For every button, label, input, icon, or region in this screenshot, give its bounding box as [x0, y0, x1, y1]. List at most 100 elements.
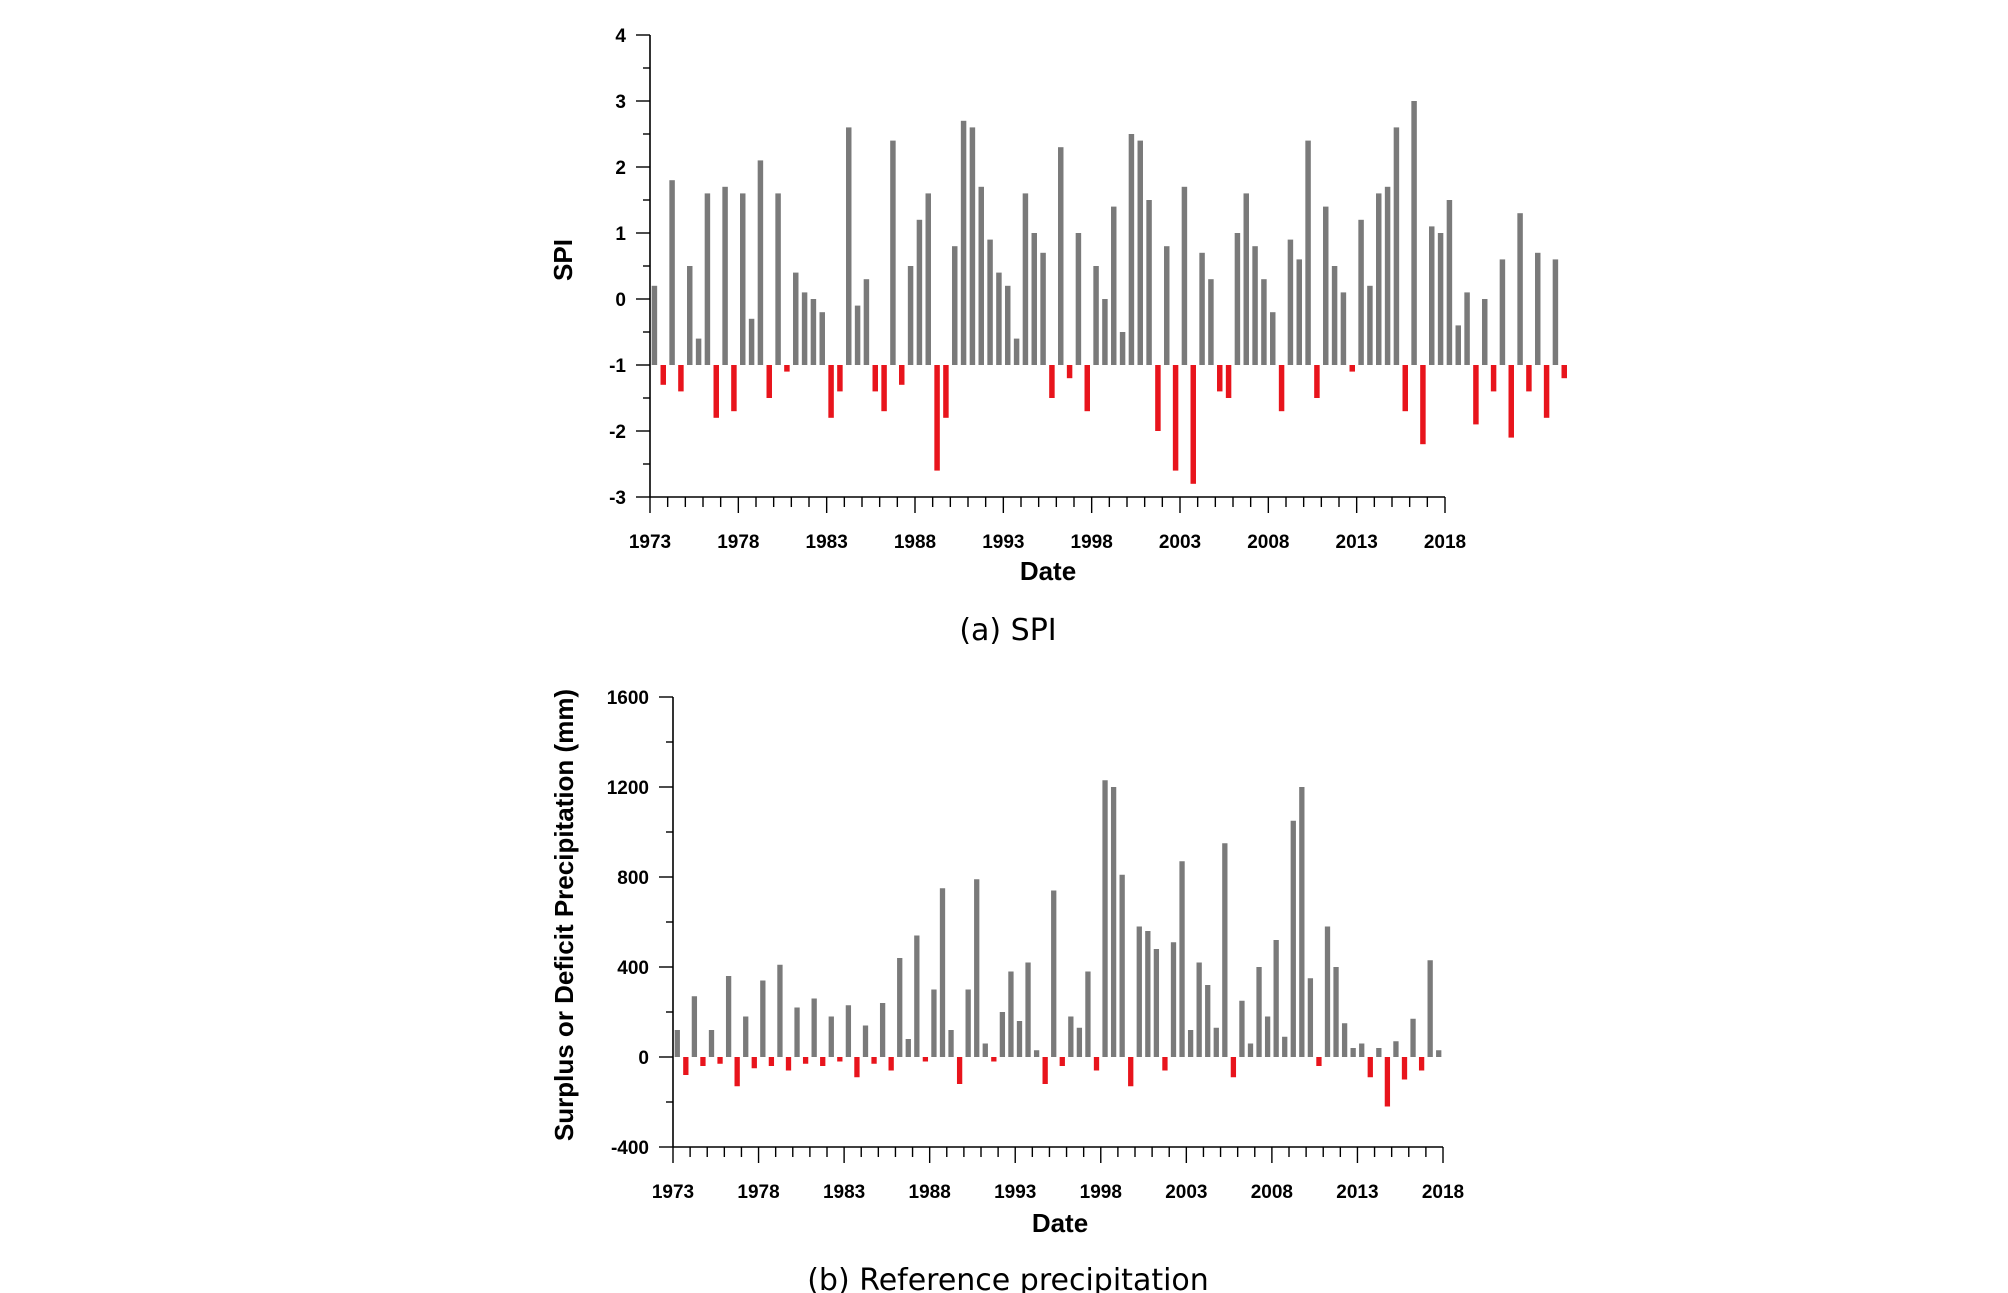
- precip-bar: [1341, 1023, 1348, 1057]
- spi-bar: [1128, 134, 1135, 365]
- spi-bar: [1437, 233, 1444, 365]
- spi-bar: [863, 279, 870, 365]
- precip-bar: [1145, 931, 1151, 1057]
- precip-bar: [700, 1057, 706, 1066]
- spi-bar: [1234, 233, 1241, 365]
- spi-bar: [757, 160, 764, 365]
- spi-y-tick-label: -3: [609, 488, 626, 509]
- spi-bar: [1243, 193, 1249, 365]
- precip-bar: [1162, 1057, 1168, 1071]
- precip-bar: [905, 1039, 911, 1057]
- spi-bar: [1040, 252, 1046, 365]
- precip-bar: [1110, 787, 1117, 1057]
- precip-bar: [1418, 1057, 1425, 1071]
- precip-bar: [708, 1030, 715, 1057]
- chart-reference-precipitation: -400 0 400 800 1200 1600 1973 1978 1983 1988 1993 1…: [549, 688, 1464, 1293]
- spi-bar: [1049, 365, 1055, 398]
- spi-bar: [960, 120, 967, 365]
- spi-bar: [1526, 365, 1532, 392]
- spi-bar: [890, 140, 896, 365]
- chart-spi: -3 -2 -1 0 1 2 3 4 1973 1978 1983 1988 1993 1998 2003 2…: [548, 26, 1567, 648]
- precip-bar: [1153, 949, 1160, 1057]
- spi-bar: [1402, 365, 1408, 412]
- spi-bar: [907, 266, 914, 365]
- precip-bar: [956, 1057, 963, 1084]
- spi-bar: [1066, 365, 1073, 379]
- precip-bar: [1128, 1057, 1134, 1087]
- precip-bar: [888, 1057, 894, 1071]
- precip-bar: [1299, 787, 1305, 1057]
- precip-y-tick-label: 800: [617, 868, 649, 889]
- spi-bar: [1102, 299, 1108, 365]
- spi-bar: [740, 193, 746, 365]
- spi-bar: [934, 365, 940, 471]
- spi-bar: [748, 318, 755, 365]
- precipitation-x-axis-title: Date: [1032, 1208, 1088, 1238]
- precip-x-tick-label: 2018: [1422, 1182, 1464, 1203]
- precip-bar: [1196, 962, 1202, 1057]
- precip-bar: [1213, 1027, 1219, 1057]
- precip-bar: [1025, 962, 1031, 1057]
- precipitation-bars: [674, 780, 1442, 1107]
- spi-bar: [1535, 252, 1541, 365]
- spi-bar: [651, 285, 658, 365]
- precip-bar: [794, 1007, 800, 1057]
- spi-bar: [1367, 285, 1373, 365]
- spi-bar: [766, 365, 772, 398]
- precip-bar: [820, 1057, 826, 1066]
- spi-x-tick-label: 2008: [1247, 532, 1289, 553]
- precip-bar: [837, 1057, 843, 1062]
- spi-y-tick-label: 2: [615, 158, 626, 179]
- precip-bar: [1051, 890, 1057, 1057]
- precipitation-y-axis-title: Surplus or Deficit Precipitation (mm): [549, 689, 579, 1141]
- spi-bar: [952, 246, 958, 365]
- spi-bar: [1331, 266, 1338, 365]
- precip-bar: [922, 1057, 929, 1062]
- precip-bar: [717, 1057, 723, 1064]
- precip-bar: [683, 1057, 689, 1075]
- spi-bar: [1119, 332, 1126, 365]
- spi-bar: [1093, 266, 1099, 365]
- spi-bar: [722, 186, 728, 365]
- spi-bar: [1217, 365, 1223, 392]
- precip-x-tick-label: 1978: [737, 1182, 779, 1203]
- spi-bar: [1429, 226, 1435, 365]
- precip-bar: [760, 980, 766, 1057]
- spi-bar: [854, 305, 861, 365]
- precip-bar: [1350, 1048, 1356, 1057]
- spi-y-tick-label: 4: [615, 26, 626, 47]
- spi-x-tick-label: 2018: [1424, 532, 1466, 553]
- spi-bar: [1561, 365, 1567, 379]
- spi-bar: [713, 365, 719, 418]
- precip-bar: [811, 998, 817, 1057]
- precip-bar: [897, 958, 903, 1057]
- spi-bar: [1305, 140, 1311, 365]
- precip-bar: [802, 1057, 809, 1064]
- spi-bar: [1164, 246, 1170, 365]
- spi-bar: [1446, 200, 1453, 365]
- precip-bar: [734, 1057, 740, 1087]
- spi-bar: [1075, 233, 1082, 365]
- spi-x-tick-label: 1988: [894, 532, 936, 553]
- spi-bar: [669, 180, 675, 365]
- precip-bar: [1076, 1027, 1083, 1057]
- spi-bar: [1270, 312, 1276, 365]
- spi-bar: [1358, 219, 1364, 365]
- spi-bar: [872, 365, 878, 392]
- precip-bar: [991, 1057, 997, 1062]
- spi-bar: [916, 219, 923, 365]
- precip-bar: [777, 964, 783, 1057]
- precip-bar: [1316, 1057, 1322, 1066]
- precip-x-tick-label: 1983: [823, 1182, 865, 1203]
- precip-bar: [1256, 967, 1262, 1057]
- precip-bar: [965, 989, 971, 1057]
- precipitation-caption: (b) Reference precipitation: [807, 1263, 1209, 1293]
- precip-bar: [1307, 978, 1314, 1057]
- spi-bar: [678, 365, 684, 392]
- precip-y-tick-label: 1600: [607, 688, 649, 709]
- precip-bar: [1008, 971, 1014, 1057]
- spi-bar: [1552, 259, 1559, 365]
- spi-bar: [1111, 206, 1117, 365]
- precip-bar: [1222, 843, 1228, 1057]
- spi-y-axis-title: SPI: [548, 239, 578, 281]
